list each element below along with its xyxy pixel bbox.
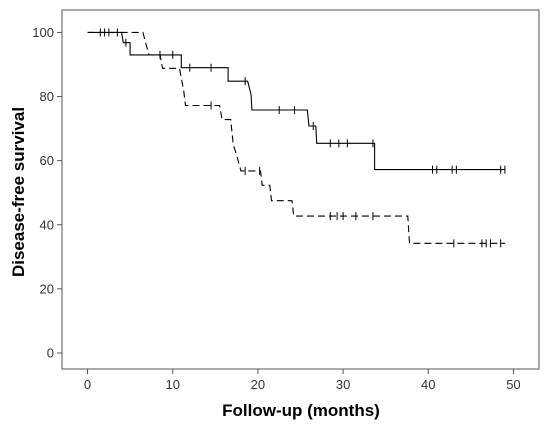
series-2-line bbox=[87, 31, 505, 244]
x-tick-label-4: 40 bbox=[421, 377, 435, 392]
plot-frame bbox=[61, 9, 540, 370]
x-tick-label-1: 10 bbox=[165, 377, 179, 392]
y-tick-label-5: 100 bbox=[32, 25, 54, 40]
y-tick-label-3: 60 bbox=[40, 153, 54, 168]
y-tick-label-4: 80 bbox=[40, 89, 54, 104]
x-tick-label-3: 30 bbox=[336, 377, 350, 392]
series-1 bbox=[87, 28, 506, 174]
x-tick-label-5: 50 bbox=[506, 377, 520, 392]
axes: 0 10 20 30 40 50 0 20 40 60 80 100 bbox=[32, 9, 540, 392]
x-tick-label-2: 20 bbox=[251, 377, 265, 392]
series-layer bbox=[87, 28, 506, 248]
x-axis-title: Follow-up (months) bbox=[222, 401, 380, 420]
series-2 bbox=[87, 31, 505, 248]
series-1-line bbox=[87, 31, 505, 171]
y-axis-title: Disease-free survival bbox=[9, 107, 28, 277]
y-tick-label-0: 0 bbox=[47, 345, 54, 360]
x-tick-label-0: 0 bbox=[84, 377, 91, 392]
y-tick-label-1: 20 bbox=[40, 281, 54, 296]
y-tick-label-2: 40 bbox=[40, 217, 54, 232]
